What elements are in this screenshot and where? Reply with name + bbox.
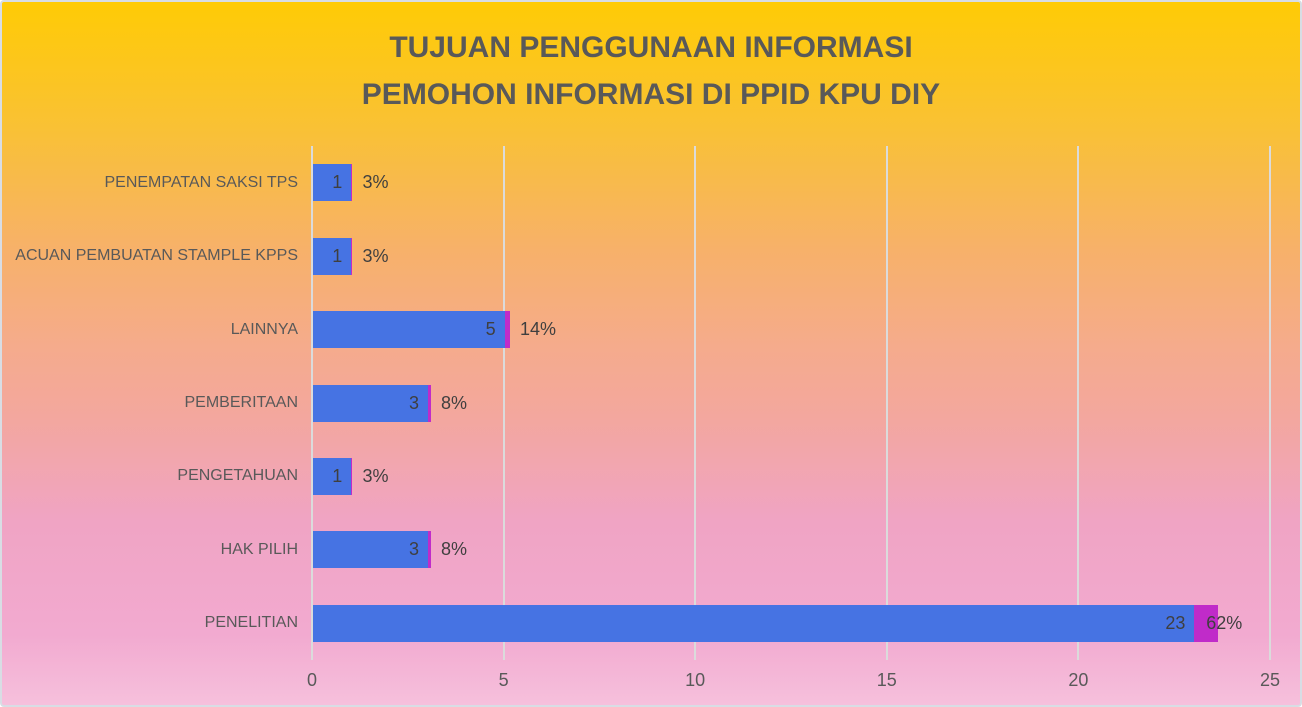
bar-percent-segment xyxy=(351,457,353,495)
bar-percent-segment xyxy=(351,164,353,202)
percent-value-label: 62% xyxy=(1206,612,1243,633)
category-label: PENEMPATAN SAKSI TPS xyxy=(104,173,298,191)
gridline xyxy=(311,146,313,660)
x-axis-tick-label: 5 xyxy=(498,670,509,690)
count-value-label: 1 xyxy=(332,172,343,193)
x-axis-tick-label: 0 xyxy=(306,670,318,690)
count-value-label: 1 xyxy=(332,245,343,266)
bar-count-segment xyxy=(313,384,428,422)
chart-title: TUJUAN PENGGUNAAN INFORMASI PEMOHON INFO… xyxy=(2,24,1300,118)
gridline xyxy=(885,146,888,660)
x-axis-tick-label: 15 xyxy=(876,670,897,690)
category-label: PENGETAHUAN xyxy=(177,467,298,485)
count-value-label: 1 xyxy=(332,465,343,486)
category-label: PENELITIAN xyxy=(204,614,298,632)
percent-value-label: 3% xyxy=(362,245,389,266)
x-axis-tick-label: 25 xyxy=(1259,670,1281,690)
chart-title-line2: PEMOHON INFORMASI DI PPID KPU DIY xyxy=(361,78,941,111)
percent-value-label: 8% xyxy=(441,539,468,560)
bar-count-segment xyxy=(313,604,1195,642)
bar-percent-segment xyxy=(504,311,510,349)
bar-count-segment xyxy=(313,164,352,202)
percent-value-label: 3% xyxy=(362,465,389,486)
gridline xyxy=(694,146,697,660)
category-label: LAINNYA xyxy=(230,320,298,338)
bar-percent-segment xyxy=(427,384,432,422)
percent-value-label: 14% xyxy=(519,319,556,340)
category-label: ACUAN PEMBUATAN STAMPLE KPPS xyxy=(15,247,298,265)
bar-count-segment xyxy=(313,457,352,495)
gridline xyxy=(1269,146,1271,660)
bar-count-segment xyxy=(313,311,505,349)
percent-value-label: 8% xyxy=(441,392,468,413)
count-value-label: 5 xyxy=(485,319,496,340)
bar-count-segment xyxy=(313,531,428,569)
category-label: PEMBERITAAN xyxy=(184,394,299,411)
x-axis-tick-label: 10 xyxy=(685,670,706,690)
x-axis-tick-label: 20 xyxy=(1068,670,1089,690)
bar-percent-segment xyxy=(1194,604,1219,642)
bar-percent-segment xyxy=(351,237,353,275)
chart-title-line1: TUJUAN PENGGUNAAN INFORMASI xyxy=(389,31,913,64)
gridline xyxy=(1077,146,1080,660)
count-value-label: 3 xyxy=(408,392,419,413)
bar-count-segment xyxy=(313,237,352,275)
category-label: HAK PILIH xyxy=(220,540,298,558)
count-value-label: 23 xyxy=(1165,612,1186,633)
percent-value-label: 3% xyxy=(362,172,389,193)
bar-percent-segment xyxy=(427,531,432,569)
gridline xyxy=(502,146,505,660)
count-value-label: 3 xyxy=(408,539,419,560)
